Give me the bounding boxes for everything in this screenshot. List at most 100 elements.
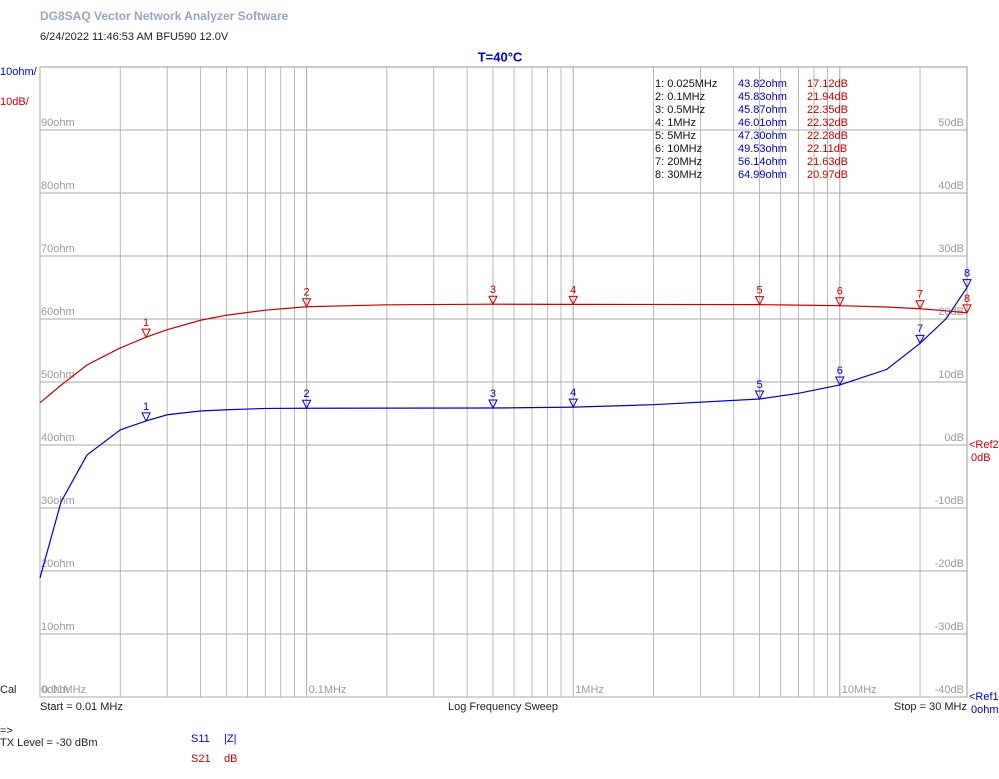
marker-number: 6 [837,365,843,377]
marker-table-s21: 21.63dB [807,156,848,168]
marker-number: 3 [490,388,496,400]
marker-number: 4 [570,284,576,296]
ref-value-label: 0ohm [971,704,999,716]
legend-name: S21 [191,753,211,765]
y2-tick-label: 0dB [944,432,964,444]
marker-number: 5 [756,379,762,391]
y-tick-label: 0ohm [41,684,69,696]
marker-table-label: 8: 30MHz [655,169,702,181]
x-tick-label: 1MHz [575,684,604,696]
marker-triangle [141,328,151,339]
cal-label: Cal [0,684,17,696]
x-tick-label: 10MHz [842,684,877,696]
start-label: Start = 0.01 MHz [40,701,123,713]
arrow-label: => [0,725,13,737]
marker-triangle [754,296,765,306]
y-tick-label: 50ohm [41,369,75,381]
marker-triangle [488,399,498,410]
ref-label: <Ref2 [969,439,999,451]
y-tick-label: 70ohm [41,243,75,255]
y2-tick-label: 10dB [938,369,964,381]
marker-table-label: 7: 20MHz [655,156,702,168]
sweep-label: Log Frequency Sweep [448,701,558,713]
marker-table-s21: 17.12dB [807,78,848,90]
scale-label: 10dB/ [0,96,30,108]
scale-label: 10ohm/ [0,66,38,78]
marker-table-z: 47.30ohm [738,130,787,142]
marker-table-s21: 22.32dB [807,117,848,129]
marker-table-z: 46.01ohm [738,117,787,129]
y-tick-label: 80ohm [41,180,75,192]
marker-number: 8 [964,267,970,279]
marker-triangle [915,300,925,310]
marker-triangle [834,376,845,387]
marker-number: 1 [143,317,149,329]
marker-table-label: 2: 0.1MHz [655,91,705,103]
y2-tick-label: -20dB [935,558,964,570]
marker-table-label: 6: 10MHz [655,143,702,155]
x-tick-label: 0.01MHz [42,684,86,696]
marker-number: 7 [917,323,923,335]
marker-triangle [301,298,312,308]
marker-table-z: 49.53ohm [738,143,787,155]
marker-number: 4 [570,387,576,399]
marker-number: 7 [917,289,923,301]
y2-tick-label: 40dB [938,180,964,192]
marker-triangle [754,390,765,401]
tx-level: TX Level = -30 dBm [0,737,98,749]
marker-table-z: 64.99ohm [738,169,787,181]
app-title: DG8SAQ Vector Network Analyzer Software [40,9,289,23]
marker-table-label: 4: 1MHz [655,117,696,129]
marker-triangle [962,279,972,289]
y-tick-label: 10ohm [41,621,75,633]
series-line [39,303,968,404]
marker-triangle [834,297,845,307]
marker-table-label: 1: 0.025MHz [655,78,717,90]
y2-tick-label: -10dB [935,495,964,507]
x-tick-label: 0.1MHz [309,684,347,696]
y2-tick-label: 50dB [938,117,964,129]
marker-number: 2 [304,388,310,400]
marker-number: 5 [756,285,762,297]
y-tick-label: 40ohm [41,432,75,444]
y2-tick-label: 30dB [938,243,964,255]
chart-title: T=40°C [478,49,523,64]
marker-triangle [962,304,972,315]
stop-label: Stop = 30 MHz [894,701,967,713]
marker-triangle [915,334,925,345]
marker-triangle [141,412,151,423]
y-tick-label: 20ohm [41,558,75,570]
legend-format: |Z| [224,733,236,745]
series-line [39,287,968,579]
marker-triangle [488,295,498,306]
marker-triangle [568,295,579,306]
marker-table-s21: 22.35dB [807,104,848,116]
marker-number: 3 [490,284,496,296]
marker-triangle [568,398,579,409]
marker-table-s21: 20.97dB [807,169,848,181]
marker-number: 1 [143,401,149,413]
y-tick-label: 30ohm [41,495,75,507]
marker-number: 6 [837,286,843,298]
marker-triangle [301,399,312,410]
marker-table-s21: 22.11dB [807,143,847,155]
y-tick-label: 60ohm [41,306,75,318]
info-line: 6/24/2022 11:46:53 AM BFU590 12.0V [40,31,229,43]
y-tick-label: 90ohm [41,117,75,129]
legend-format: dB [224,753,237,765]
y2-tick-label: -40dB [935,684,964,696]
marker-table-z: 45.87ohm [738,104,787,116]
marker-table-label: 5: 5MHz [655,130,696,142]
ref-value-label: 0dB [971,452,991,464]
marker-number: 8 [964,293,970,305]
marker-table-z: 56.14ohm [738,156,787,168]
marker-table-s21: 22.28dB [807,130,848,142]
marker-table-z: 45.83ohm [738,91,787,103]
y2-tick-label: -30dB [935,621,964,633]
marker-table-s21: 21.94dB [807,91,848,103]
marker-table-label: 3: 0.5MHz [655,104,705,116]
ref-label: <Ref1 [969,691,999,703]
legend-name: S11 [191,733,210,745]
